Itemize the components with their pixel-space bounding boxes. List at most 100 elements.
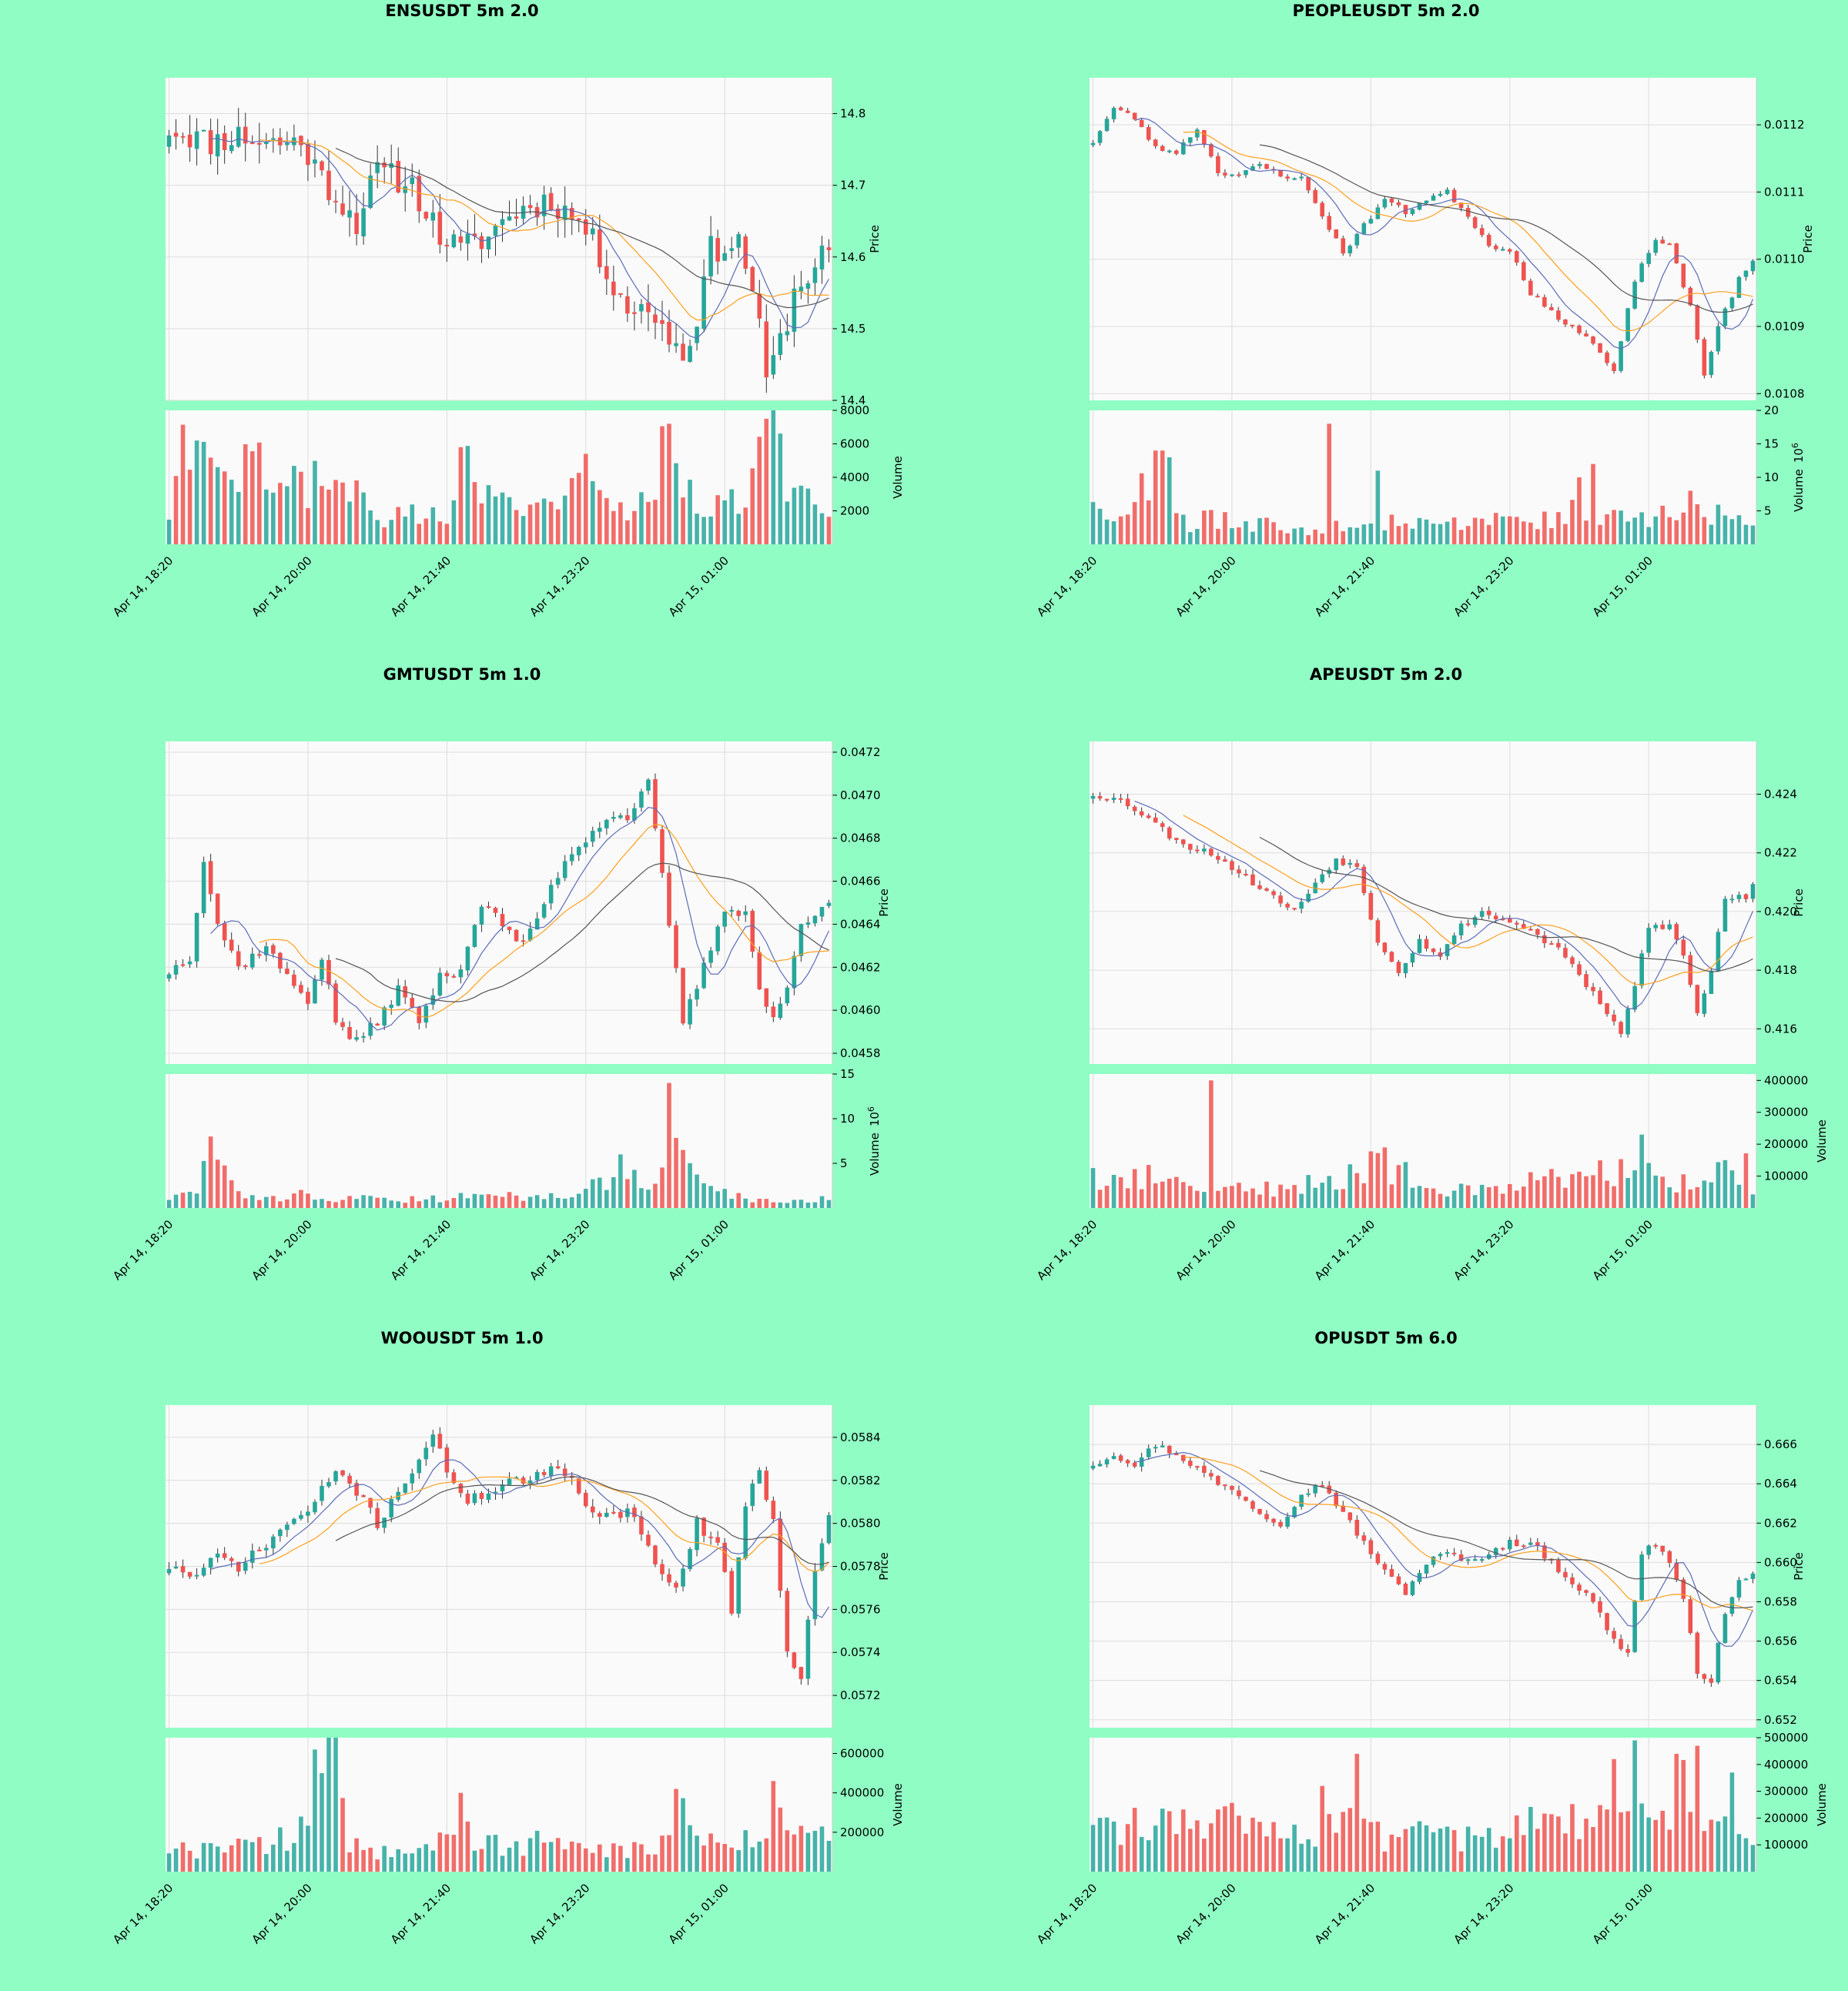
candle-body [1361, 223, 1367, 234]
price-tick-label: 0.0466 [840, 875, 881, 888]
candle-body [743, 236, 748, 269]
candle-body [222, 923, 227, 941]
candle-body [1278, 1521, 1283, 1527]
volume-bar [1681, 1174, 1686, 1208]
volume-bar [1375, 1822, 1381, 1872]
candle-body [618, 293, 623, 295]
volume-tick-label: 400000 [840, 1786, 884, 1800]
candle-body [500, 1484, 505, 1492]
chart-title: PEOPLEUSDT 5m 2.0 [1292, 2, 1480, 20]
x-tick-label: Apr 14, 18:20 [1034, 1217, 1100, 1283]
candle-body [1354, 233, 1360, 246]
candle-body [708, 1536, 713, 1538]
candle-body [514, 1477, 519, 1479]
candle-body [1292, 908, 1297, 910]
candle-body [417, 1006, 422, 1023]
candle-body [632, 312, 637, 314]
volume-bar [361, 1849, 366, 1872]
chart-panel: GMTUSDT 5m 1.0 Apr 14, 18:20 Apr 14, 20:00… [0, 664, 924, 1327]
volume-bar [778, 1807, 783, 1872]
candle-body [1451, 1552, 1457, 1554]
volume-bar [1584, 520, 1589, 544]
candle-body [1431, 1556, 1436, 1565]
candle-body [1097, 1464, 1103, 1467]
volume-bar [514, 1195, 519, 1208]
volume-bar [583, 453, 588, 544]
candle-body [243, 965, 248, 967]
candle-body [1250, 1501, 1255, 1509]
candle-body [1667, 243, 1672, 246]
volume-bar [722, 1189, 727, 1208]
candle-body [1410, 209, 1415, 215]
volume-bar [819, 1196, 825, 1208]
candle-body [729, 909, 734, 912]
candle-body [1173, 150, 1179, 154]
candle-body [750, 266, 755, 291]
candle-body [1722, 898, 1728, 932]
volume-bar [194, 440, 199, 544]
volume-bar [598, 490, 602, 544]
volume-bar [500, 492, 505, 544]
volume-bar [403, 1853, 408, 1872]
volume-bar [1167, 457, 1172, 544]
candle-body [187, 134, 192, 148]
candle-body [1549, 306, 1554, 311]
candle-body [1458, 923, 1464, 935]
price-tick-label: 0.0574 [840, 1645, 881, 1659]
candle-body [736, 1557, 742, 1614]
volume-tick-label: 300000 [1764, 1785, 1808, 1799]
volume-bar [1522, 521, 1526, 544]
volume-bar [1424, 1188, 1429, 1208]
volume-bar [1653, 1175, 1658, 1208]
candle-body [1500, 249, 1505, 251]
volume-bar [1188, 1186, 1193, 1208]
volume-bar [1750, 1845, 1756, 1872]
candle-body [1438, 952, 1443, 957]
candle-body [785, 1591, 790, 1651]
candle-body [410, 998, 415, 1008]
volume-bar [555, 1838, 561, 1872]
candle-body [1702, 1674, 1707, 1679]
x-tick-label: Apr 14, 20:00 [1173, 1217, 1238, 1283]
candle-body [410, 1473, 415, 1484]
volume-bar [722, 500, 727, 544]
volume-bar [333, 480, 338, 544]
volume-axis-label: Volume 106 [1790, 443, 1806, 512]
volume-bar [472, 1850, 477, 1872]
volume-bar [1479, 1184, 1485, 1208]
volume-bar [798, 1200, 804, 1208]
volume-bar [486, 1835, 491, 1872]
candle-body [688, 999, 692, 1025]
volume-bar [271, 1844, 276, 1872]
candle-body [1681, 263, 1686, 288]
volume-bar [1167, 1178, 1172, 1208]
volume-bar [278, 483, 283, 544]
volume-bar [695, 514, 699, 544]
candle-body [771, 355, 776, 375]
price-tick-label: 0.652 [1764, 1713, 1797, 1727]
candle-body [1410, 953, 1415, 963]
candle-body [1479, 228, 1485, 236]
volume-bar [1514, 1815, 1519, 1872]
volume-bar [514, 510, 519, 544]
candle-body [1146, 127, 1151, 140]
volume-bar [1465, 1826, 1471, 1872]
volume-bar [1605, 1809, 1609, 1872]
volume-bar [598, 1177, 602, 1208]
volume-bar [819, 513, 825, 544]
candle-body [1709, 352, 1714, 376]
volume-bar [320, 1773, 324, 1872]
candle-body [1507, 1539, 1512, 1550]
volume-bar [1570, 1174, 1575, 1208]
volume-bar [458, 1792, 464, 1872]
volume-bar [1549, 527, 1554, 544]
volume-bar [695, 1174, 699, 1208]
volume-bar [1639, 512, 1644, 544]
volume-bar [1507, 1838, 1512, 1872]
candle-body [598, 1513, 602, 1518]
candle-body [493, 908, 498, 913]
candle-body [389, 1498, 393, 1518]
candle-body [1396, 202, 1401, 206]
candle-body [583, 219, 588, 235]
candle-body [527, 929, 533, 941]
